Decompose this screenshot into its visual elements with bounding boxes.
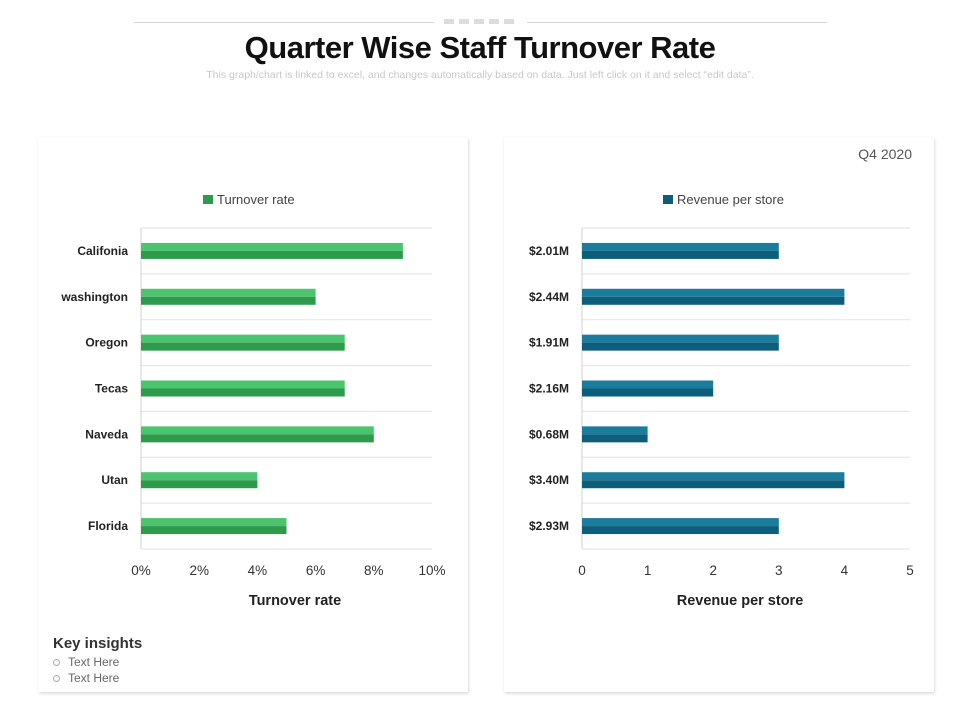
revenue-x-tick-label: 2 bbox=[709, 563, 717, 578]
turnover-category-label: Utan bbox=[101, 473, 128, 487]
revenue-category-label: $1.91M bbox=[529, 336, 569, 350]
revenue-x-tick-label: 4 bbox=[841, 563, 849, 578]
turnover-bar-top bbox=[141, 242, 403, 251]
turnover-bar-bottom bbox=[141, 388, 345, 397]
revenue-bar-bottom bbox=[582, 250, 779, 259]
turnover-category-label: Califonia bbox=[77, 244, 128, 258]
turnover-x-tick-label: 6% bbox=[306, 563, 326, 578]
turnover-bar-top bbox=[141, 380, 345, 389]
revenue-bar-bottom bbox=[582, 296, 845, 305]
revenue-category-label: $3.40M bbox=[529, 473, 569, 487]
revenue-category-label: $0.68M bbox=[529, 427, 569, 441]
revenue-bar-top bbox=[582, 242, 779, 251]
header-dots bbox=[444, 19, 514, 24]
revenue-x-tick-label: 1 bbox=[644, 563, 652, 578]
turnover-bar-bottom bbox=[141, 526, 287, 535]
revenue-x-axis-title: Revenue per store bbox=[677, 593, 804, 609]
turnover-x-tick-label: 0% bbox=[131, 563, 151, 578]
revenue-category-label: $2.16M bbox=[529, 382, 569, 396]
turnover-legend-label: Turnover rate bbox=[217, 192, 295, 207]
revenue-bar-bottom bbox=[582, 526, 779, 535]
turnover-bar-top bbox=[141, 426, 374, 435]
revenue-bar-top bbox=[582, 518, 779, 527]
turnover-bar-bottom bbox=[141, 250, 403, 259]
revenue-panel bbox=[504, 137, 934, 692]
insight-item: Text Here bbox=[53, 671, 119, 685]
turnover-bar-top bbox=[141, 518, 287, 527]
revenue-bar-top bbox=[582, 472, 845, 481]
turnover-bar-bottom bbox=[141, 434, 374, 443]
header-rule-right bbox=[527, 22, 827, 23]
turnover-bar-bottom bbox=[141, 342, 345, 351]
period-label: Q4 2020 bbox=[858, 146, 912, 162]
turnover-legend-swatch bbox=[203, 195, 213, 204]
turnover-x-tick-label: 10% bbox=[418, 563, 445, 578]
turnover-bar-bottom bbox=[141, 480, 258, 489]
revenue-bar-top bbox=[582, 380, 714, 389]
revenue-bar-top bbox=[582, 288, 845, 297]
revenue-legend-swatch bbox=[663, 195, 673, 204]
turnover-category-label: Florida bbox=[88, 519, 128, 533]
revenue-bar-top bbox=[582, 426, 648, 435]
revenue-bar-bottom bbox=[582, 388, 714, 397]
turnover-panel bbox=[38, 137, 468, 692]
revenue-x-tick-label: 0 bbox=[578, 563, 586, 578]
page-subtitle: This graph/chart is linked to excel, and… bbox=[206, 69, 754, 81]
turnover-category-label: Tecas bbox=[95, 382, 128, 396]
turnover-bar-top bbox=[141, 288, 316, 297]
revenue-category-label: $2.93M bbox=[529, 519, 569, 533]
turnover-x-tick-label: 8% bbox=[364, 563, 384, 578]
revenue-bar-bottom bbox=[582, 480, 845, 489]
turnover-bar-top bbox=[141, 334, 345, 343]
turnover-bar-top bbox=[141, 472, 258, 481]
insight-text: Text Here bbox=[68, 671, 120, 685]
turnover-category-label: Oregon bbox=[85, 336, 128, 350]
insight-text: Text Here bbox=[68, 655, 120, 669]
revenue-bar-bottom bbox=[582, 434, 648, 443]
turnover-x-tick-label: 4% bbox=[248, 563, 268, 578]
insight-item: Text Here bbox=[53, 655, 119, 669]
revenue-bar-top bbox=[582, 334, 779, 343]
turnover-x-axis-title: Turnover rate bbox=[249, 593, 341, 609]
turnover-x-tick-label: 2% bbox=[189, 563, 209, 578]
revenue-legend-label: Revenue per store bbox=[677, 192, 784, 207]
key-insights-title: Key insights bbox=[53, 635, 143, 652]
revenue-x-tick-label: 3 bbox=[775, 563, 783, 578]
page-title: Quarter Wise Staff Turnover Rate bbox=[244, 30, 716, 65]
bullet-icon bbox=[53, 658, 60, 666]
turnover-category-label: washington bbox=[60, 290, 128, 304]
revenue-bar-bottom bbox=[582, 342, 779, 351]
turnover-category-label: Naveda bbox=[85, 427, 128, 441]
bullet-icon bbox=[53, 674, 60, 682]
header-rule-left bbox=[134, 22, 434, 23]
turnover-bar-bottom bbox=[141, 296, 316, 305]
revenue-x-tick-label: 5 bbox=[906, 563, 914, 578]
revenue-category-label: $2.44M bbox=[529, 290, 569, 304]
revenue-category-label: $2.01M bbox=[529, 244, 569, 258]
